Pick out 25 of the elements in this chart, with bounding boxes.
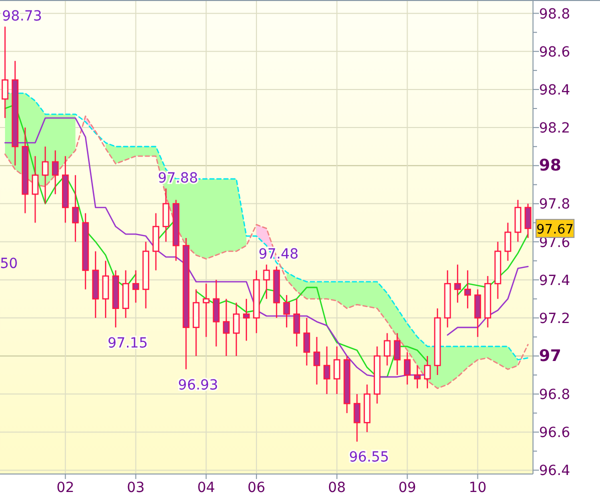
annotation: 96.93 xyxy=(178,377,218,394)
y-tick-label: 98.4 xyxy=(539,82,570,98)
y-tick-label: 98.6 xyxy=(539,44,570,60)
annotation: 96.55 xyxy=(349,450,390,466)
y-tick-label: 97.2 xyxy=(539,310,570,327)
y-tick-label: 97 xyxy=(539,346,562,365)
x-tick-label: 06 xyxy=(248,480,266,496)
x-tick-label: 04 xyxy=(197,480,216,496)
x-tick-label: 10 xyxy=(468,480,487,496)
x-tick-label: 03 xyxy=(126,480,145,496)
text: 97.67 xyxy=(536,222,574,238)
y-tick-label: 97.8 xyxy=(539,196,570,213)
x-tick-label: 09 xyxy=(398,480,416,496)
y-tick-label: 96.4 xyxy=(539,463,570,480)
y-tick-label: 96.8 xyxy=(539,387,570,404)
y-tick-label: 98 xyxy=(539,156,562,175)
y-tick-label: 97.4 xyxy=(539,272,570,289)
annotation: 50 xyxy=(0,256,18,272)
y-tick-label: 96.6 xyxy=(539,425,570,442)
x-tick-label: 08 xyxy=(328,480,346,496)
annotation: 97.15 xyxy=(108,335,148,352)
x-tick-label: 02 xyxy=(56,480,74,496)
y-tick-label: 98.8 xyxy=(539,6,570,22)
y-tick-label: 98.2 xyxy=(539,120,570,137)
annotation: 98.73 xyxy=(2,8,42,25)
